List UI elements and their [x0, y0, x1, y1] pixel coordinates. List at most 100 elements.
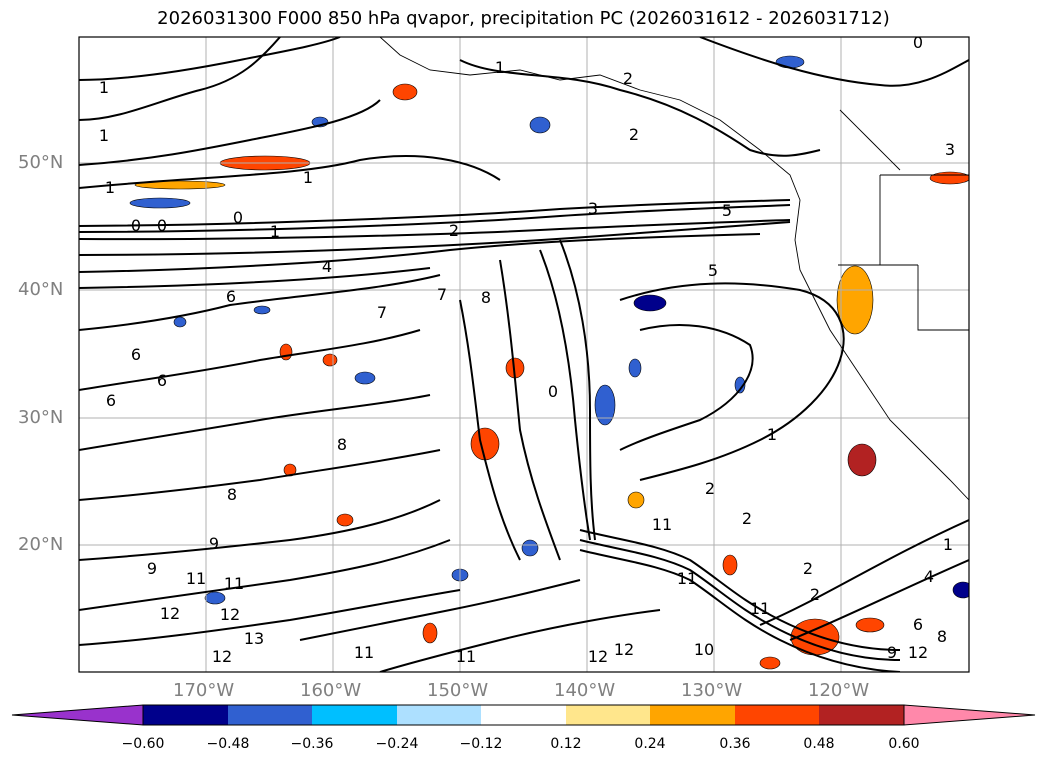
precip-patch-positive	[836, 265, 874, 335]
contour-label: 2	[742, 509, 752, 528]
contour-line	[699, 37, 969, 87]
contour-line	[79, 219, 791, 241]
contour-line	[299, 579, 581, 641]
precip-patch-negative	[734, 376, 746, 394]
lon-label-140w: 140°W	[554, 680, 616, 701]
contour-label: 11	[186, 569, 206, 588]
contour-line	[79, 37, 281, 121]
contour-label: 6	[226, 287, 236, 306]
contour-label: 5	[708, 261, 718, 280]
contour-labels: 0 1 1 1 1 0 0 0 1 1 2 3 4 5 5 1 2 6 7 7 …	[99, 33, 955, 666]
contour-label: 2	[629, 125, 639, 144]
contour-label: 2	[705, 479, 715, 498]
contour-label: 12	[614, 640, 634, 659]
precip-patch-positive	[929, 171, 969, 185]
contour-label: 8	[937, 627, 947, 646]
precip-patch-negative	[529, 116, 551, 134]
contour-line	[79, 589, 461, 646]
map-frame	[78, 36, 970, 673]
contour-label: 8	[337, 435, 347, 454]
contour-label: 1	[303, 168, 313, 187]
contour-label: 2	[449, 221, 459, 240]
contour-label: 12	[212, 647, 232, 666]
contour-label: 1	[270, 222, 280, 241]
precip-patch-positive	[847, 443, 877, 477]
contour-label: 7	[377, 303, 387, 322]
colorbar-tick-label: −0.48	[206, 736, 250, 752]
colorbar-segment	[228, 705, 312, 725]
contour-line	[79, 233, 761, 273]
precip-patch-positive	[336, 513, 354, 527]
precip-patch-positive	[422, 622, 438, 644]
contour-line	[499, 259, 561, 561]
contour-line	[459, 299, 521, 561]
contour-label: 9	[147, 559, 157, 578]
precip-patch-negative	[775, 55, 805, 69]
precip-patch-negative	[204, 591, 226, 605]
colorbar-segment	[735, 705, 819, 725]
colorbar-segment	[143, 705, 228, 725]
state-border	[838, 174, 969, 331]
lon-label-130w: 130°W	[681, 680, 743, 701]
precip-patch-positive	[722, 554, 738, 576]
contour-label: 5	[722, 201, 732, 220]
contour-label: 1	[105, 178, 115, 197]
contour-label: 10	[694, 640, 714, 659]
contour-line	[579, 539, 901, 661]
contour-label: 8	[227, 485, 237, 504]
precip-patch-negative	[253, 305, 271, 315]
contour-label: 12	[160, 604, 180, 623]
contour-line	[579, 549, 901, 672]
contour-line	[79, 204, 791, 233]
colorbar-tick-label: −0.24	[375, 736, 419, 752]
precip-patch-positive	[322, 353, 338, 367]
colorbar-tick-label: −0.36	[290, 736, 334, 752]
contour-label: 1	[99, 78, 109, 97]
colorbar-tick-label: 0.36	[719, 736, 751, 752]
contour-line	[79, 99, 381, 166]
contour-line	[79, 267, 431, 289]
colorbar-tick-label: −0.12	[459, 736, 503, 752]
contour-label: 1	[495, 58, 505, 77]
contour-label: 12	[588, 647, 608, 666]
colorbar-extend-min	[11, 704, 144, 726]
contour-label: 2	[803, 559, 813, 578]
contour-label: 0	[233, 208, 243, 227]
contour-label: 11	[354, 643, 374, 662]
contour-line	[79, 221, 791, 256]
precipitation-patches	[129, 55, 969, 670]
contour-label: 3	[588, 199, 598, 218]
contour-label: 0	[131, 216, 141, 235]
precip-patch-negative	[173, 316, 187, 328]
contour-line	[789, 559, 969, 641]
contour-label: 8	[481, 288, 491, 307]
precip-patch-positive	[279, 343, 293, 361]
coastline	[839, 109, 901, 171]
precip-patch-negative	[628, 358, 642, 378]
colorbar-tick-label: 0.60	[888, 736, 920, 752]
precip-patch-negative	[633, 294, 667, 312]
colorbar-segment	[397, 705, 481, 725]
contour-label: 12	[220, 605, 240, 624]
precip-patch-positive	[855, 617, 885, 633]
contour-line	[539, 249, 591, 541]
colorbar-segment	[312, 705, 397, 725]
contour-label: 7	[437, 285, 447, 304]
colorbar-tick-label: 0.48	[803, 736, 835, 752]
contour-label: 6	[131, 345, 141, 364]
contour-line	[79, 274, 441, 331]
precip-patch-negative	[354, 371, 376, 385]
colorbar-tick-label: −0.60	[121, 736, 165, 752]
contour-label: 2	[623, 69, 633, 88]
contour-label: 1	[767, 425, 777, 444]
coastlines	[379, 37, 969, 501]
contour-label: 11	[456, 647, 476, 666]
map-title: 2026031300 F000 850 hPa qvapor, precipit…	[157, 8, 890, 29]
qvapor-contours	[79, 37, 969, 672]
colorbar-tick-label: 0.24	[634, 736, 666, 752]
precip-patch-positive	[392, 83, 418, 101]
contour-line	[79, 499, 441, 561]
precip-patch-negative	[594, 384, 616, 426]
contour-label: 1	[99, 126, 109, 145]
contour-line	[79, 329, 421, 391]
